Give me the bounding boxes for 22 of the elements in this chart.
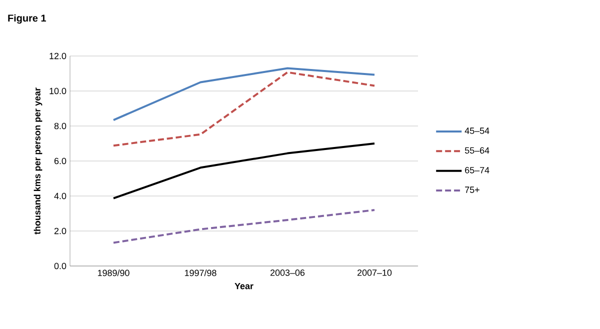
line-series xyxy=(112,142,376,200)
x-tick-label: 1989/90 xyxy=(98,270,130,276)
line-series xyxy=(112,67,376,122)
y-tick-label: 8.0 xyxy=(54,122,66,130)
x-axis-title: Year xyxy=(234,282,254,290)
legend-label: 75+ xyxy=(465,186,480,193)
y-tick-label: 10.0 xyxy=(50,88,66,94)
x-tick-label: 2003–06 xyxy=(270,270,305,276)
y-tick-label: 4.0 xyxy=(54,192,66,200)
legend-label: 65–74 xyxy=(465,166,490,174)
y-tick-label: 6.0 xyxy=(54,158,66,164)
chart-title: Figure 1 xyxy=(8,14,46,24)
y-tick-label: 12.0 xyxy=(50,52,66,60)
line-series xyxy=(112,71,376,147)
y-axis-title: thousand kms per person per year xyxy=(34,88,42,234)
y-tick-label: 0.0 xyxy=(54,262,66,270)
x-tick-label: 1997/98 xyxy=(184,270,216,276)
legend-label: 45–54 xyxy=(464,128,490,134)
y-tick-label: 2.0 xyxy=(54,228,66,234)
x-tick-label: 2007–10 xyxy=(358,270,392,276)
line-series xyxy=(112,209,376,244)
legend-label: 55–64 xyxy=(464,147,490,154)
